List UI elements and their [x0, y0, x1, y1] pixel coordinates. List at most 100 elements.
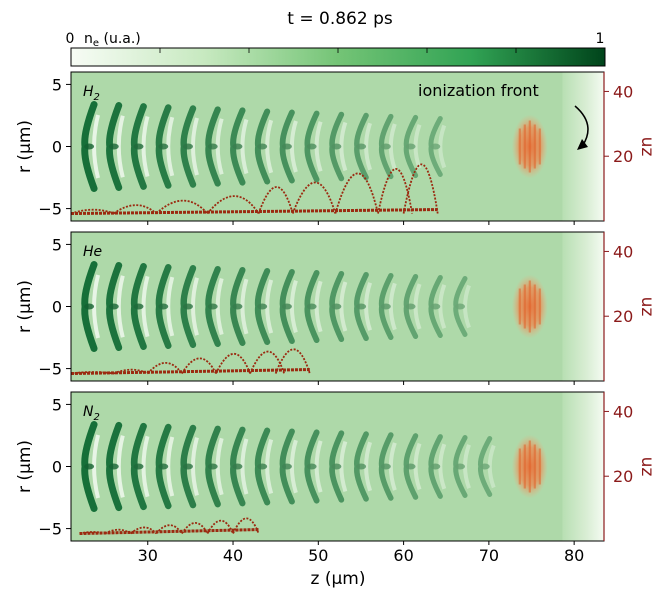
y-tick-label: 5	[52, 235, 62, 254]
wake-bucket	[254, 427, 274, 506]
y-tick-label: 5	[52, 75, 62, 94]
wake-bucket	[205, 266, 224, 347]
wake-bucket	[254, 267, 274, 346]
right-y-axis-label: uz	[637, 137, 657, 157]
ionization-front-region	[562, 232, 604, 381]
y-tick-label: 0	[52, 138, 62, 157]
laser-pulse	[511, 434, 548, 499]
right-y-tick-label: 40	[613, 82, 633, 101]
wake-bucket	[378, 432, 397, 501]
wake-bucket	[329, 111, 348, 182]
x-tick-label: 40	[223, 546, 243, 565]
wake-bucket	[205, 425, 224, 508]
wake-bucket	[130, 103, 150, 190]
wake-bucket	[279, 109, 298, 184]
electron-uz-arc	[71, 208, 114, 215]
gas-label: H2	[83, 84, 100, 103]
colorbar-max-label: 1	[596, 31, 605, 47]
wake-bucket	[106, 261, 125, 352]
wake-bucket	[230, 426, 249, 507]
wake-bucket	[205, 106, 224, 187]
plot-area	[71, 232, 604, 381]
wake-bucket	[354, 112, 372, 181]
wake-bucket	[378, 113, 397, 180]
colorbar-min-label: 0	[66, 31, 75, 47]
wake-bucket	[155, 264, 175, 349]
wake-bucket	[81, 421, 100, 512]
laser-pulse	[511, 274, 548, 339]
electron-uz-arc	[334, 172, 379, 214]
figure-title: t = 0.862 ps	[287, 9, 393, 29]
electron-uz-arc	[206, 195, 260, 215]
wake-bucket	[428, 275, 447, 338]
x-tick-label: 60	[393, 546, 413, 565]
x-axis-label: z (µm)	[311, 569, 366, 589]
wake-bucket	[403, 114, 422, 179]
wake-bucket	[304, 110, 323, 183]
wake-bucket	[106, 102, 125, 191]
wake-bucket	[477, 436, 496, 497]
colorbar: 0 ne (u.a.) 1	[66, 31, 606, 67]
annotation-arrow	[574, 105, 589, 146]
electron-uz-arc	[181, 357, 217, 375]
right-y-tick-label: 40	[613, 242, 633, 261]
wake-bucket	[354, 272, 373, 341]
x-tick-label: 30	[138, 546, 158, 565]
trapped-electrons	[79, 517, 260, 536]
colorbar-label-unit: (u.a.)	[99, 31, 141, 47]
electron-uz-baseline	[79, 528, 259, 536]
ionization-front-region	[562, 392, 604, 541]
panel-2: −5 0 5 r (µm) 20 40 uz He	[15, 231, 657, 385]
wake-bucket	[453, 276, 471, 337]
y-tick-label: −5	[38, 520, 62, 539]
plot-area	[71, 392, 604, 541]
plot-area	[71, 72, 604, 221]
right-y-tick-label: 20	[613, 147, 633, 166]
y-tick-label: −5	[38, 360, 62, 379]
electron-uz-baseline	[71, 208, 438, 216]
wake-bucket	[403, 433, 422, 500]
x-tick-label: 80	[564, 546, 584, 565]
x-tick-label: 70	[479, 546, 499, 565]
wake-bucket	[428, 434, 447, 499]
colorbar-label: ne (u.a.)	[84, 31, 141, 49]
wake-bucket	[279, 269, 298, 344]
electron-uz-arc	[215, 353, 251, 374]
wake-bucket	[230, 267, 249, 346]
wake-bucket	[81, 101, 100, 192]
wake-bucket	[378, 273, 397, 340]
wake-bucket	[106, 421, 125, 512]
annotation-arrowhead	[577, 139, 588, 150]
wake-bucket	[155, 104, 175, 189]
electron-uz-arc	[402, 163, 439, 214]
x-tick-label: 50	[308, 546, 328, 565]
wake-bucket	[180, 105, 199, 188]
electron-uz-arc	[291, 181, 337, 214]
wake-bucket	[155, 423, 175, 510]
wake-bucket	[304, 429, 323, 504]
gas-label: N2	[83, 404, 100, 423]
wake-bucket	[304, 270, 323, 343]
trapped-electrons	[71, 348, 311, 376]
y-axis-label: r (µm)	[15, 440, 35, 493]
wake-bucket	[329, 270, 348, 343]
colorbar-ticks	[159, 48, 517, 53]
wake-bucket	[130, 263, 150, 350]
gas-label: He	[83, 244, 102, 260]
colorbar-label-subscript: e	[93, 38, 99, 49]
panel-1: −5 0 5 r (µm) 20 40 uz H2 ionization front	[15, 71, 657, 225]
ionization-front-annotation: ionization front	[418, 81, 539, 100]
wake-bucket	[130, 422, 150, 511]
wake-bucket	[180, 424, 199, 509]
y-tick-label: −5	[38, 200, 62, 219]
y-tick-label: 0	[52, 458, 62, 477]
panels: −5 0 5 r (µm) 20 40 uz H2 ionization front −5 0 5 r …	[15, 71, 657, 565]
electron-uz-arc	[155, 199, 209, 215]
wake-bucket	[453, 435, 471, 498]
wake-bucket	[279, 428, 298, 505]
trapped-electrons	[71, 163, 439, 216]
wake-bucket	[230, 107, 249, 186]
electron-uz-arc	[113, 204, 157, 215]
wake-bucket	[353, 431, 373, 502]
